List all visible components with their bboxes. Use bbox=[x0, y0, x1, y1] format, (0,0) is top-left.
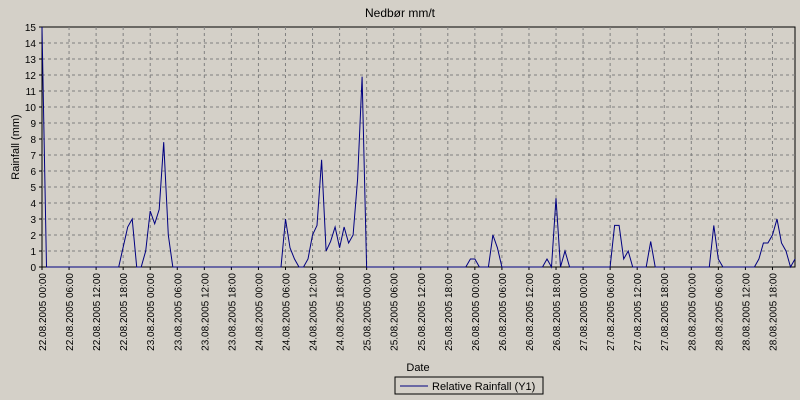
legend: Relative Rainfall (Y1) bbox=[394, 376, 544, 395]
y-tick-label: 6 bbox=[30, 167, 36, 178]
y-tick-label: 4 bbox=[30, 199, 36, 210]
x-tick-label: 28.08.2005 18:00 bbox=[768, 273, 779, 351]
x-tick-label: 26.08.2005 00:00 bbox=[471, 273, 482, 351]
series-layer bbox=[41, 26, 796, 269]
series-line bbox=[41, 26, 796, 269]
grid-lines bbox=[42, 27, 795, 267]
x-tick-label: 22.08.2005 12:00 bbox=[92, 273, 103, 351]
x-tick-label: 25.08.2005 00:00 bbox=[363, 273, 374, 351]
y-tick-label: 12 bbox=[25, 71, 37, 82]
x-tick-label: 24.08.2005 00:00 bbox=[254, 273, 265, 351]
y-tick-label: 0 bbox=[30, 263, 36, 274]
x-axis-label: Date bbox=[406, 362, 429, 374]
x-tick-label: 24.08.2005 06:00 bbox=[281, 273, 292, 351]
x-tick-label: 24.08.2005 12:00 bbox=[309, 273, 320, 351]
y-tick-label: 11 bbox=[26, 87, 37, 98]
legend-box bbox=[394, 376, 544, 395]
x-tick-label: 22.08.2005 18:00 bbox=[119, 273, 130, 351]
y-tick-label: 2 bbox=[30, 231, 36, 242]
x-axis-ticks: 22.08.2005 00:00 22.08.2005 06:00 22.08.20… bbox=[38, 267, 779, 351]
y-tick-label: 15 bbox=[25, 23, 37, 34]
x-tick-label: 25.08.2005 18:00 bbox=[444, 273, 455, 351]
x-tick-label: 26.08.2005 12:00 bbox=[525, 273, 536, 351]
y-tick-label: 14 bbox=[25, 39, 37, 50]
x-tick-label: 22.08.2005 06:00 bbox=[65, 273, 76, 351]
x-tick-label: 23.08.2005 00:00 bbox=[146, 273, 157, 351]
legend-label: Relative Rainfall (Y1) bbox=[432, 381, 535, 393]
x-tick-label: 26.08.2005 18:00 bbox=[552, 273, 563, 351]
y-tick-label: 9 bbox=[30, 119, 36, 130]
x-tick-label: 28.08.2005 12:00 bbox=[741, 273, 752, 351]
x-tick-label: 27.08.2005 06:00 bbox=[606, 273, 617, 351]
x-tick-label: 27.08.2005 00:00 bbox=[579, 273, 590, 351]
x-tick-label: 27.08.2005 18:00 bbox=[660, 273, 671, 351]
y-tick-label: 5 bbox=[30, 183, 36, 194]
x-tick-label: 26.08.2005 06:00 bbox=[498, 273, 509, 351]
y-tick-label: 7 bbox=[30, 151, 36, 162]
y-tick-label: 1 bbox=[30, 247, 36, 258]
x-tick-label: 28.08.2005 00:00 bbox=[687, 273, 698, 351]
x-tick-label: 25.08.2005 06:00 bbox=[390, 273, 401, 351]
x-tick-label: 23.08.2005 18:00 bbox=[227, 273, 238, 351]
y-tick-label: 10 bbox=[25, 103, 37, 114]
chart-title: Nedbør mm/t bbox=[365, 6, 436, 20]
x-tick-label: 23.08.2005 06:00 bbox=[173, 273, 184, 351]
y-axis-label: Rainfall (mm) bbox=[10, 114, 22, 179]
y-tick-label: 13 bbox=[25, 55, 37, 66]
x-tick-label: 27.08.2005 12:00 bbox=[633, 273, 644, 351]
x-tick-label: 28.08.2005 06:00 bbox=[714, 273, 725, 351]
y-tick-label: 3 bbox=[30, 215, 36, 226]
x-tick-label: 25.08.2005 12:00 bbox=[417, 273, 428, 351]
x-tick-label: 22.08.2005 00:00 bbox=[38, 273, 49, 351]
y-tick-label: 8 bbox=[30, 135, 36, 146]
plot-area bbox=[41, 26, 796, 268]
x-tick-label: 23.08.2005 12:00 bbox=[200, 273, 211, 351]
x-tick-label: 24.08.2005 18:00 bbox=[336, 273, 347, 351]
